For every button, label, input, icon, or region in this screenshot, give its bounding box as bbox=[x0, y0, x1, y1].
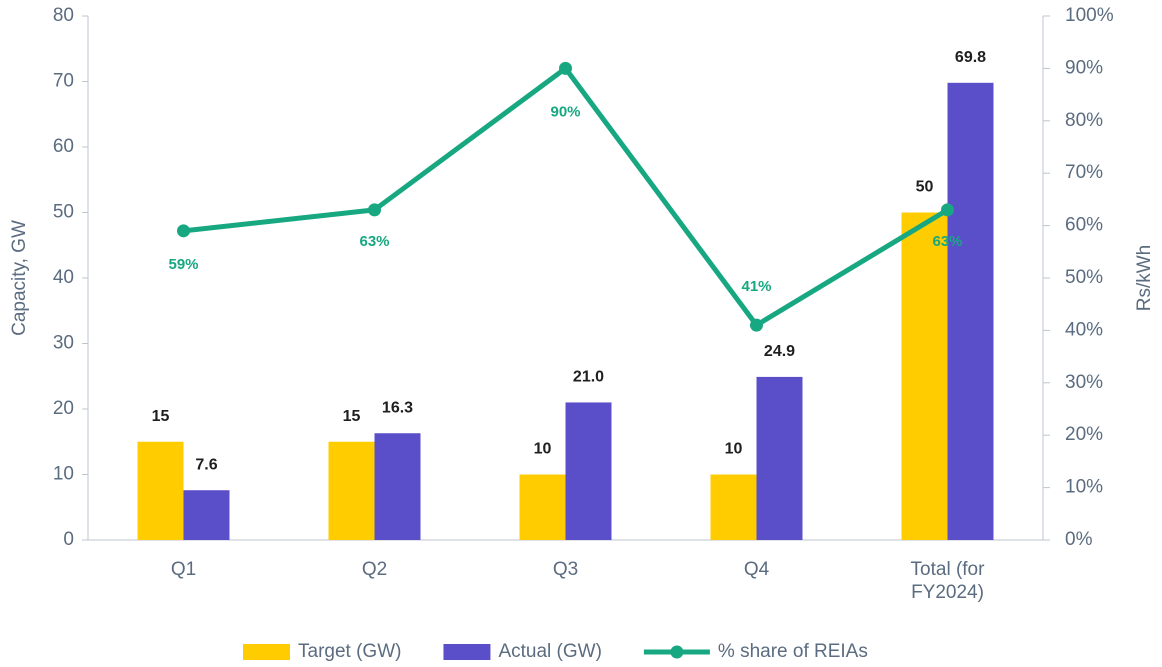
legend-label: Target (GW) bbox=[298, 641, 401, 662]
data-label: 10 bbox=[534, 441, 552, 458]
bar bbox=[756, 376, 803, 540]
y-tick-label: 20 bbox=[53, 398, 74, 419]
legend-swatch bbox=[243, 644, 290, 660]
data-label: 7.6 bbox=[195, 456, 217, 473]
y-tick-label: 50 bbox=[53, 202, 74, 223]
y2-tick-label: 20% bbox=[1065, 424, 1103, 445]
y2-tick-label: 0% bbox=[1065, 529, 1093, 550]
y2-tick-label: 60% bbox=[1065, 215, 1103, 236]
y2-tick-label: 10% bbox=[1065, 477, 1103, 498]
y2-tick-label: 70% bbox=[1065, 162, 1103, 183]
data-label: 16.3 bbox=[382, 399, 413, 416]
y-tick-label: 80 bbox=[53, 5, 74, 26]
y2-tick-label: 90% bbox=[1065, 57, 1103, 78]
y-tick-label: 60 bbox=[53, 136, 74, 157]
legend-swatch bbox=[443, 644, 491, 660]
line-marker bbox=[750, 318, 763, 332]
line-data-label: 90% bbox=[550, 103, 580, 120]
y-tick-label: 40 bbox=[53, 267, 74, 288]
y-tick-label: 10 bbox=[53, 464, 74, 485]
y-tick-label: 70 bbox=[53, 71, 74, 92]
y-axis-label: Capacity, GW bbox=[9, 220, 30, 336]
line-data-label: 41% bbox=[741, 278, 771, 295]
bar bbox=[328, 441, 375, 540]
line-marker bbox=[368, 203, 381, 217]
x-tick-label: Total (for FY2024) bbox=[910, 559, 985, 603]
line-marker bbox=[941, 203, 954, 217]
legend-label: % share of REIAs bbox=[718, 641, 868, 662]
line-data-label: 59% bbox=[168, 256, 198, 273]
data-label: 15 bbox=[343, 408, 361, 425]
data-label: 69.8 bbox=[955, 49, 986, 66]
legend-swatch-marker bbox=[670, 645, 684, 659]
y2-tick-label: 50% bbox=[1065, 267, 1103, 288]
bar bbox=[374, 433, 421, 540]
data-label: 10 bbox=[725, 441, 743, 458]
bar bbox=[710, 474, 757, 540]
x-tick-label: Q2 bbox=[361, 559, 388, 580]
x-tick-label: Q3 bbox=[552, 559, 579, 580]
y2-axis-label: Rs/kWh bbox=[1134, 245, 1155, 312]
bar bbox=[565, 402, 612, 540]
bar bbox=[947, 82, 994, 540]
y2-tick-label: 40% bbox=[1065, 319, 1103, 340]
y-tick-label: 30 bbox=[53, 333, 74, 354]
y2-tick-label: 30% bbox=[1065, 372, 1103, 393]
data-label: 50 bbox=[916, 179, 934, 196]
line-data-label: 63% bbox=[932, 233, 962, 250]
data-label: 24.9 bbox=[764, 343, 795, 360]
legend-label: Actual (GW) bbox=[498, 641, 601, 662]
y2-tick-label: 80% bbox=[1065, 110, 1103, 131]
x-tick-label: Q1 bbox=[170, 559, 197, 580]
x-tick-label: Q4 bbox=[743, 559, 770, 580]
line-marker bbox=[177, 224, 190, 238]
y-tick-label: 0 bbox=[63, 529, 74, 550]
bar bbox=[137, 441, 184, 540]
data-label: 21.0 bbox=[573, 369, 604, 386]
bar bbox=[519, 474, 566, 540]
bar bbox=[183, 490, 230, 540]
y2-tick-label: 100% bbox=[1065, 5, 1114, 26]
line-data-label: 63% bbox=[359, 233, 389, 250]
data-label: 15 bbox=[152, 408, 170, 425]
line-marker bbox=[559, 61, 572, 75]
bar bbox=[901, 212, 948, 540]
